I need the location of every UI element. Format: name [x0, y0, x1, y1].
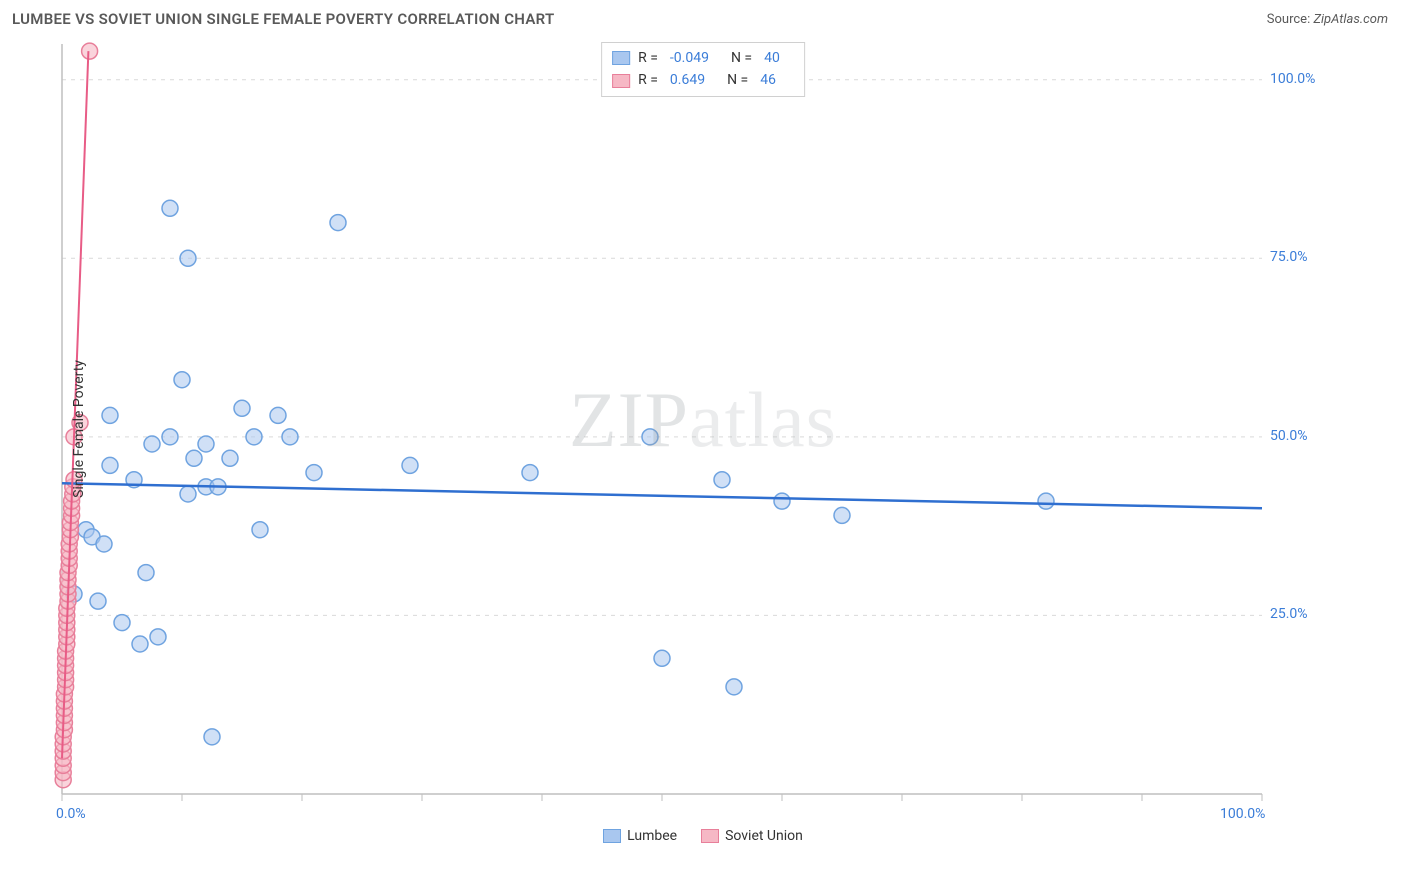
legend-r-value: 0.649	[670, 69, 705, 91]
legend-r-label: R =	[638, 69, 658, 91]
legend-swatch-soviet	[612, 74, 630, 88]
page-title: LUMBEE VS SOVIET UNION SINGLE FEMALE POV…	[12, 10, 555, 28]
source-link[interactable]: ZipAtlas.com	[1313, 12, 1388, 27]
legend-n-value: 40	[764, 47, 780, 69]
y-axis-tick-label: 75.0%	[1270, 249, 1308, 265]
y-axis-tick-label: 25.0%	[1270, 606, 1308, 622]
legend-label: Lumbee	[627, 828, 677, 844]
legend-n-label: N =	[727, 69, 748, 91]
legend-row: R = 0.649 N = 46	[612, 69, 794, 91]
legend-item-soviet: Soviet Union	[701, 828, 803, 844]
y-axis-label: Single Female Poverty	[71, 360, 87, 498]
correlation-legend: R = -0.049 N = 40 R = 0.649 N = 46	[601, 42, 805, 97]
legend-n-value: 46	[760, 69, 776, 91]
legend-swatch-lumbee	[603, 829, 621, 843]
source-attribution: Source: ZipAtlas.com	[1267, 12, 1388, 27]
legend-swatch-lumbee	[612, 51, 630, 65]
legend-row: R = -0.049 N = 40	[612, 47, 794, 69]
legend-n-label: N =	[731, 47, 752, 69]
legend-swatch-soviet	[701, 829, 719, 843]
series-legend: Lumbee Soviet Union	[0, 828, 1406, 844]
scatter-chart	[12, 34, 1312, 824]
y-axis-tick-label: 100.0%	[1270, 71, 1315, 87]
source-label: Source:	[1267, 12, 1314, 27]
legend-item-lumbee: Lumbee	[603, 828, 677, 844]
x-axis-tick-label: 0.0%	[56, 806, 86, 822]
legend-r-value: -0.049	[670, 47, 709, 69]
legend-r-label: R =	[638, 47, 658, 69]
chart-container: Single Female Poverty ZIPatlas R = -0.04…	[12, 34, 1394, 824]
y-axis-tick-label: 50.0%	[1270, 428, 1308, 444]
legend-label: Soviet Union	[725, 828, 803, 844]
x-axis-tick-label: 100.0%	[1220, 806, 1265, 822]
